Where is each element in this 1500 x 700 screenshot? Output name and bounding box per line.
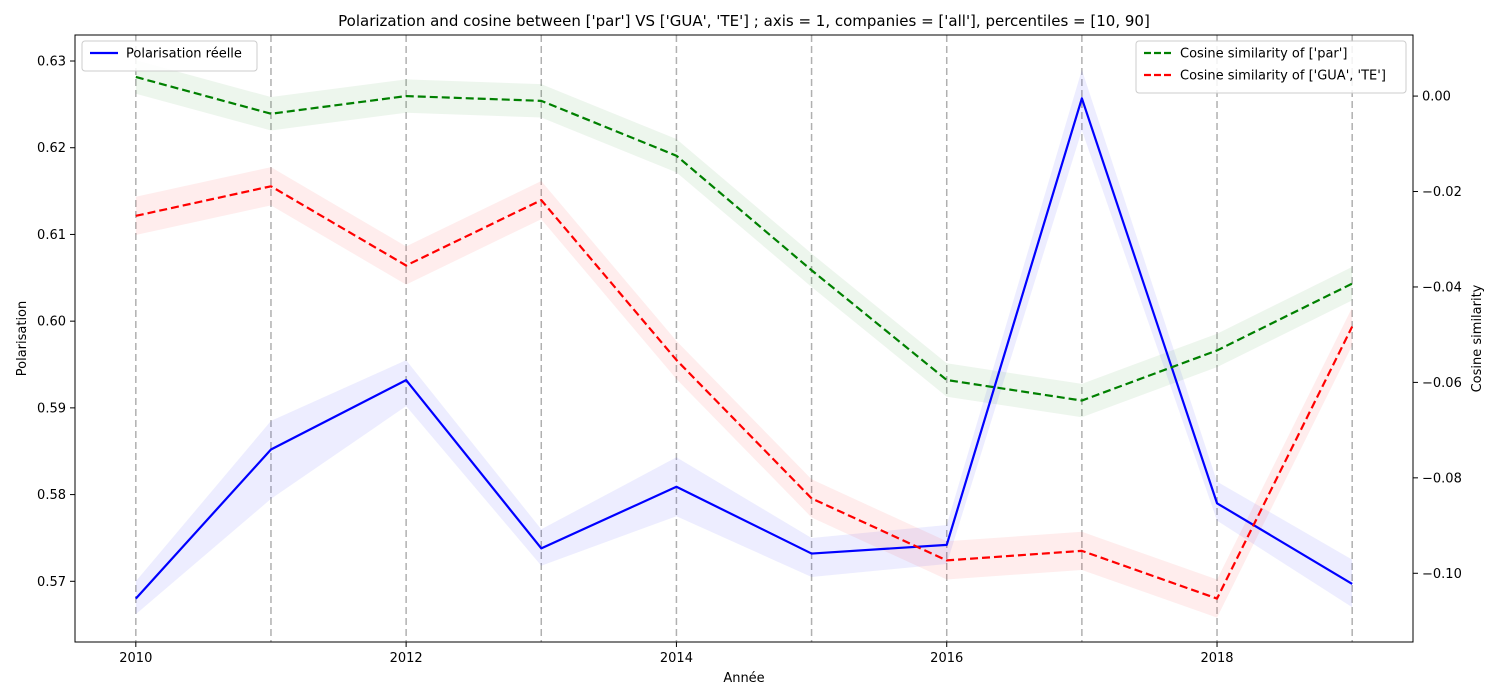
left-y-tick-label: 0.62 (37, 141, 66, 156)
right-y-tick-label: −0.04 (1422, 280, 1462, 295)
legend-left: Polarisation réelle (81, 40, 258, 72)
legend-right: Cosine similarity of ['par'] Cosine simil… (1135, 40, 1407, 94)
legend-entry-label: Polarisation réelle (126, 47, 242, 62)
series-band-0 (135, 69, 1353, 615)
series-band-1 (135, 60, 1353, 418)
confidence-bands (135, 60, 1353, 618)
x-tick-label: 2016 (930, 651, 963, 666)
legend-box (1135, 40, 1407, 94)
x-tick-label: 2010 (119, 651, 152, 666)
legend-entry-label: Cosine similarity of ['par'] (1180, 47, 1347, 62)
left-y-tick-label: 0.58 (37, 488, 66, 503)
right-y-tick-label: −0.06 (1422, 376, 1462, 391)
right-y-tick-label: 0.00 (1422, 90, 1451, 105)
right-y-axis-ticks: 0.00 −0.02 −0.04 −0.06 −0.08 −0.10 (1413, 90, 1462, 582)
left-y-tick-label: 0.59 (37, 401, 66, 416)
series-line-0 (135, 97, 1353, 600)
plot-frame (74, 34, 1414, 643)
x-tick-label: 2018 (1200, 651, 1233, 666)
right-y-tick-label: −0.02 (1422, 185, 1462, 200)
left-y-tick-label: 0.63 (37, 55, 66, 70)
series-line-2 (135, 185, 1354, 600)
legend-entry-label: Cosine similarity of ['GUA', 'TE'] (1180, 69, 1386, 84)
legend-box (81, 40, 258, 72)
left-y-tick-label: 0.57 (37, 575, 66, 590)
left-y-tick-label: 0.61 (37, 228, 66, 243)
chart-title: Polarization and cosine between ['par'] … (338, 12, 1150, 30)
right-y-axis-label: Cosine similarity (1470, 284, 1485, 392)
right-y-tick-label: −0.08 (1422, 471, 1462, 486)
series-lines (135, 75, 1354, 600)
x-tick-label: 2012 (390, 651, 423, 666)
x-axis-ticks: 2010 2012 2014 2016 2018 (119, 642, 1234, 666)
x-axis-label: Année (723, 671, 764, 686)
left-y-axis-ticks: 0.57 0.58 0.59 0.60 0.61 0.62 0.63 (37, 55, 75, 590)
left-y-axis-label: Polarisation (15, 301, 30, 377)
left-y-tick-label: 0.60 (37, 315, 66, 330)
x-tick-label: 2014 (660, 651, 693, 666)
series-line-1 (135, 75, 1353, 402)
vertical-gridlines (135, 35, 1353, 642)
series-band-2 (135, 167, 1353, 618)
right-y-tick-label: −0.10 (1422, 567, 1462, 582)
